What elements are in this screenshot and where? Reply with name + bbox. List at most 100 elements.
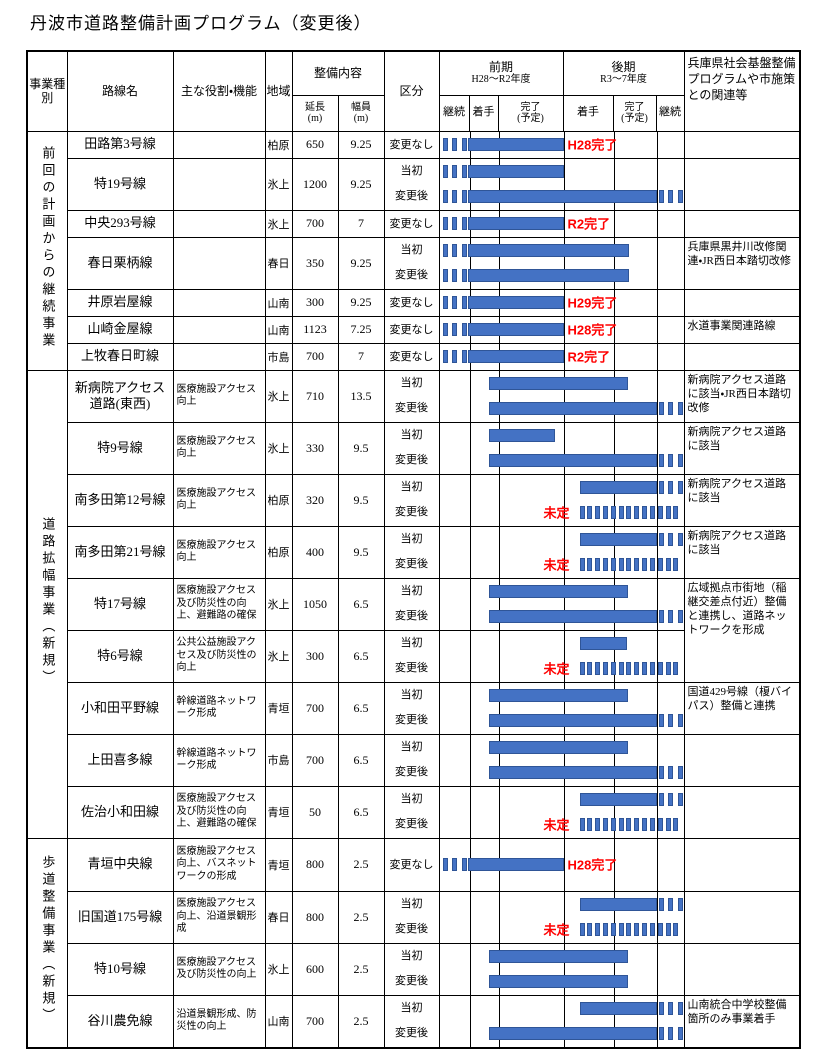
schedule-bar-hatched	[579, 923, 679, 937]
schedule-cell	[438, 421, 685, 475]
status-label: R2完了	[567, 349, 611, 364]
route-name-cell: 谷川農免線	[66, 994, 174, 1048]
col-header-first-period: 前期 H28～R2年度	[438, 50, 564, 96]
hatch-tick	[677, 532, 683, 546]
schedule-cell: 未定	[438, 629, 685, 683]
schedule-lane	[440, 238, 683, 263]
status-label: H28完了	[567, 322, 618, 337]
schedule-bar-hatched	[442, 217, 467, 230]
table-row: 南多田第12号線 医療施設アクセス向上 柏原 320 9.5 当初 変更後 未定 新病院アクセス…	[27, 473, 801, 527]
category-label: 変更後	[395, 402, 428, 414]
note-cell: 兵庫県黒井川改修関連・JR西日本踏切改修	[683, 236, 801, 290]
hatch-tick	[649, 506, 655, 520]
schedule-cell: H28完了	[438, 837, 685, 892]
note-cell	[683, 342, 801, 371]
category-label: 当初	[400, 164, 423, 177]
schedule-lane: R2完了	[440, 211, 683, 236]
schedule-bar	[579, 897, 657, 911]
schedule-bar	[579, 480, 657, 494]
schedule-lane	[440, 579, 683, 604]
note-cell: 水道事業関連路線	[683, 315, 801, 344]
route-length-cell: 1200	[291, 157, 339, 211]
category-cell: 当初 変更後	[383, 785, 440, 839]
schedule-bar	[579, 636, 627, 650]
hatch-tick	[452, 269, 457, 283]
schedule-bar	[488, 766, 657, 780]
col-header-width: 幅員 (m)	[337, 94, 385, 132]
route-length-cell: 700	[291, 733, 339, 787]
schedule-grid: 未定	[440, 527, 683, 577]
schedule-grid	[440, 423, 683, 473]
route-role-cell: 沿道景観形成、防災性の向上	[172, 994, 266, 1048]
route-length-cell: 400	[291, 525, 339, 579]
note-cell	[683, 890, 801, 944]
hatch-tick	[595, 558, 601, 572]
route-role-cell	[172, 209, 266, 238]
table-row: 上牧春日町線 市島 700 7 変更なし R2完了	[27, 342, 801, 371]
category-cell: 変更なし	[383, 837, 440, 892]
category-label: 当初	[400, 532, 423, 545]
schedule-bar-hatched	[442, 296, 467, 309]
route-width-cell: 6.5	[337, 733, 385, 787]
schedule-lane	[440, 683, 683, 708]
hatch-tick	[668, 714, 673, 728]
table-row: 山崎金屋線 山南 1123 7.25 変更なし H28完了 水道事業関連路線	[27, 315, 801, 344]
route-width-cell: 13.5	[337, 369, 385, 423]
hatch-tick	[665, 506, 671, 520]
route-area-cell: 春日	[264, 890, 293, 944]
category-label: 変更後	[395, 1027, 428, 1039]
route-name-cell: 特19号線	[66, 157, 174, 211]
route-area-cell: 山南	[264, 288, 293, 317]
hatch-tick	[461, 138, 467, 151]
category-label: 変更なし	[389, 350, 434, 363]
schedule-bar-hatched	[658, 766, 683, 780]
hatch-tick	[658, 532, 664, 546]
schedule-bar	[488, 740, 628, 754]
category-label: 当初	[400, 897, 423, 910]
schedule-lane	[440, 760, 683, 785]
col-header-first-continue: 継続	[438, 94, 470, 132]
schedule-grid: 未定	[440, 892, 683, 942]
hatch-tick	[657, 923, 663, 937]
table-row: 春日栗柄線 春日 350 9.25 当初 変更後 兵庫県黒井川改修関連・JR西日本踏切改修	[27, 236, 801, 290]
route-role-cell: 医療施設アクセス向上	[172, 525, 266, 579]
route-area-cell: 山南	[264, 994, 293, 1048]
schedule-grid	[440, 159, 683, 209]
schedule-lane	[440, 263, 683, 288]
hatch-tick	[677, 1001, 683, 1015]
route-area-cell: 氷上	[264, 209, 293, 238]
hatch-tick	[452, 296, 457, 309]
route-length-cell: 600	[291, 942, 339, 996]
hatch-tick	[668, 1001, 673, 1015]
col-header-second-continue: 継続	[655, 94, 685, 132]
route-name-cell: 青垣中央線	[66, 837, 174, 892]
route-role-cell: 医療施設アクセス向上	[172, 421, 266, 475]
table-row: 井原岩屋線 山南 300 9.25 変更なし H29完了	[27, 288, 801, 317]
route-area-cell: 氷上	[264, 421, 293, 475]
category-cell: 当初 変更後	[383, 236, 440, 290]
hatch-tick	[442, 243, 448, 257]
note-cell: 山南統合中学校整備箇所のみ事業着手	[683, 994, 801, 1048]
schedule-grid: H28完了	[440, 132, 683, 157]
hatch-tick	[657, 818, 663, 832]
route-role-cell	[172, 236, 266, 290]
schedule-lane: 未定	[440, 656, 683, 681]
category-label: 変更後	[395, 766, 428, 778]
note-cell: 新病院アクセス道路に該当	[683, 473, 801, 527]
hatch-tick	[658, 190, 664, 204]
schedule-bar	[488, 1027, 657, 1041]
hatch-tick	[461, 350, 467, 363]
schedule-bar	[467, 138, 564, 151]
route-role-cell: 医療施設アクセス向上、沿道景観形成	[172, 890, 266, 944]
hatch-tick	[668, 532, 673, 546]
hatch-tick	[452, 323, 457, 336]
hatch-tick	[668, 897, 673, 911]
hatch-tick	[668, 454, 673, 468]
col-header-category: 区分	[383, 50, 440, 132]
hatch-tick	[649, 662, 655, 676]
hatch-tick	[634, 506, 640, 520]
schedule-lane	[440, 892, 683, 917]
route-area-cell: 氷上	[264, 577, 293, 631]
route-role-cell: 医療施設アクセス向上、バスネットワークの形成	[172, 837, 266, 892]
schedule-lane	[440, 604, 683, 629]
